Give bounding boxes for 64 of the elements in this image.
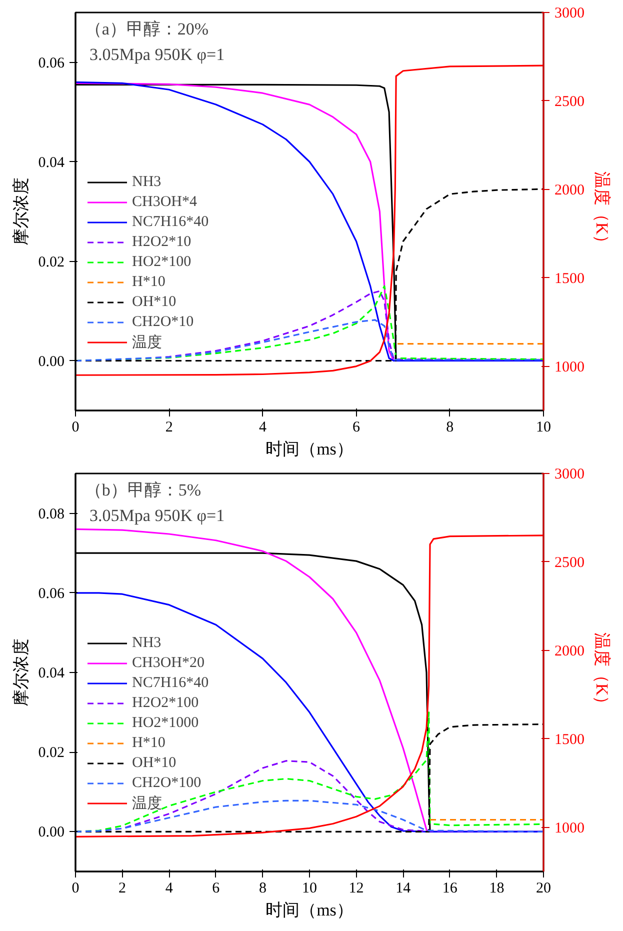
legend-label: H*10	[132, 272, 166, 292]
legend-label: OH*10	[132, 292, 176, 312]
legend-label: H2O2*100	[132, 694, 199, 712]
x-tick-label: 2	[165, 420, 173, 436]
x-tick-label: 10	[536, 420, 551, 436]
y-tick-label: 0.02	[38, 745, 64, 762]
y2-tick-label: 3000	[554, 466, 584, 482]
y-tick-label: 0.06	[38, 55, 65, 72]
y-tick-label: 0.06	[38, 586, 65, 602]
y2-tick-label: 1500	[554, 732, 584, 748]
legend-label: H*10	[132, 734, 166, 752]
y2-tick-label: 1000	[554, 359, 584, 376]
y-tick-label: 0.04	[38, 154, 65, 171]
x-tick-label: 0	[72, 880, 80, 896]
y2-tick-label: 2000	[554, 643, 584, 660]
x-tick-label: 8	[258, 880, 266, 896]
legend-label: CH2O*10	[132, 312, 194, 332]
y-tick-label: 0.00	[38, 824, 64, 841]
chart-title: （a）甲醇：20%	[84, 19, 209, 38]
y2-axis-title: 温度（K）	[592, 171, 612, 252]
y2-tick-label: 1000	[554, 820, 584, 836]
legend-label: CH3OH*20	[132, 654, 205, 672]
y2-tick-label: 1500	[554, 270, 584, 287]
legend-label: NH3	[132, 172, 162, 192]
y2-tick-label: 2000	[554, 182, 584, 198]
legend-label: NC7H16*40	[132, 674, 209, 692]
x-tick-label: 0	[72, 420, 80, 436]
x-tick-label: 18	[489, 880, 504, 896]
y-tick-label: 0.02	[38, 254, 64, 270]
y-axis-title: 摩尔浓度	[11, 178, 30, 246]
x-tick-label: 20	[536, 880, 551, 896]
legend-label: 温度	[132, 333, 162, 352]
legend-label: CH3OH*4	[132, 192, 198, 212]
legend-label: HO2*100	[132, 252, 192, 272]
x-axis-title: 时间（ms）	[266, 900, 354, 920]
x-tick-label: 12	[348, 880, 364, 896]
y-axis-title: 摩尔浓度	[11, 638, 30, 706]
x-tick-label: 16	[442, 880, 458, 896]
legend-label: HO2*1000	[132, 714, 199, 732]
x-axis-title: 时间（ms）	[266, 440, 354, 458]
y-tick-label: 0.04	[38, 666, 65, 682]
legend-label: NC7H16*40	[132, 212, 209, 232]
x-tick-label: 10	[302, 880, 317, 896]
text: 3.05Mpa 950K φ=1	[90, 45, 225, 64]
y2-tick-label: 3000	[554, 6, 584, 22]
legend-label: 温度	[132, 794, 162, 813]
x-tick-label: 14	[396, 880, 412, 896]
y2-tick-label: 2500	[554, 554, 584, 571]
legend-label: CH2O*100	[132, 774, 202, 792]
legend-label: H2O2*10	[132, 232, 192, 252]
y2-tick-label: 2500	[554, 94, 584, 110]
legend-label: NH3	[132, 634, 162, 652]
y2-axis-title: 温度（K）	[592, 632, 612, 713]
x-tick-label: 2	[118, 880, 126, 896]
x-tick-label: 4	[165, 880, 174, 896]
x-tick-label: 6	[212, 880, 220, 896]
legend-label: OH*10	[132, 754, 176, 772]
y-tick-label: 0.08	[38, 506, 64, 522]
x-tick-label: 6	[352, 420, 361, 436]
x-tick-label: 8	[446, 420, 454, 436]
chart-title: （b）甲醇：5%	[84, 480, 202, 500]
text: 3.05Mpa 950K φ=1	[90, 506, 225, 526]
y-tick-label: 0.00	[38, 354, 64, 370]
x-tick-label: 4	[258, 420, 267, 436]
